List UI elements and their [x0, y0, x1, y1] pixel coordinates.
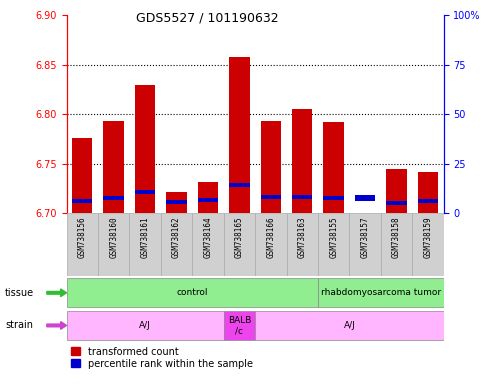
Bar	[67, 311, 224, 340]
Bar	[286, 213, 318, 276]
Bar	[161, 213, 192, 276]
Bar	[67, 278, 318, 308]
Bar	[224, 311, 255, 340]
Bar	[381, 213, 412, 276]
Bar	[255, 213, 286, 276]
Bar	[418, 199, 438, 203]
Text: GSM738164: GSM738164	[204, 216, 212, 258]
Bar	[166, 192, 187, 213]
Bar	[412, 213, 444, 276]
Bar	[198, 198, 218, 202]
Bar	[98, 213, 130, 276]
Text: A/J: A/J	[139, 321, 151, 330]
Bar	[387, 201, 407, 205]
Bar	[224, 213, 255, 276]
Text: strain: strain	[5, 320, 33, 331]
Bar	[166, 200, 187, 204]
Bar	[67, 213, 98, 276]
Bar	[192, 213, 224, 276]
Text: GSM738158: GSM738158	[392, 216, 401, 258]
Bar	[104, 196, 124, 200]
Text: GSM738160: GSM738160	[109, 216, 118, 258]
Bar	[355, 195, 375, 201]
Text: control: control	[176, 288, 208, 297]
Text: GSM738155: GSM738155	[329, 216, 338, 258]
Bar	[387, 169, 407, 213]
Text: GSM738165: GSM738165	[235, 216, 244, 258]
Text: A/J: A/J	[344, 321, 355, 330]
Bar	[72, 199, 93, 203]
Text: rhabdomyosarcoma tumor: rhabdomyosarcoma tumor	[321, 288, 441, 297]
Text: GSM738157: GSM738157	[360, 216, 370, 258]
Bar	[261, 195, 281, 199]
Bar	[261, 121, 281, 213]
Bar	[350, 213, 381, 276]
Bar	[323, 196, 344, 200]
Bar	[135, 84, 155, 213]
Bar	[292, 109, 313, 213]
Bar	[104, 121, 124, 213]
Text: GSM738156: GSM738156	[78, 216, 87, 258]
Bar	[198, 182, 218, 213]
Bar	[229, 57, 249, 213]
Text: GSM738162: GSM738162	[172, 216, 181, 258]
Text: GSM738166: GSM738166	[266, 216, 276, 258]
Text: BALB
/c: BALB /c	[228, 316, 251, 335]
Bar	[318, 213, 350, 276]
Bar	[323, 122, 344, 213]
Text: GSM738163: GSM738163	[298, 216, 307, 258]
Text: GSM738161: GSM738161	[141, 216, 150, 258]
Bar	[318, 278, 444, 308]
Text: GSM738159: GSM738159	[423, 216, 432, 258]
Bar	[130, 213, 161, 276]
Bar	[418, 172, 438, 213]
Bar	[72, 138, 93, 213]
Legend: transformed count, percentile rank within the sample: transformed count, percentile rank withi…	[71, 347, 253, 369]
Bar	[229, 184, 249, 187]
Text: tissue: tissue	[5, 288, 34, 298]
Bar	[255, 311, 444, 340]
Bar	[292, 195, 313, 199]
Text: GDS5527 / 101190632: GDS5527 / 101190632	[136, 12, 279, 25]
Bar	[135, 190, 155, 194]
